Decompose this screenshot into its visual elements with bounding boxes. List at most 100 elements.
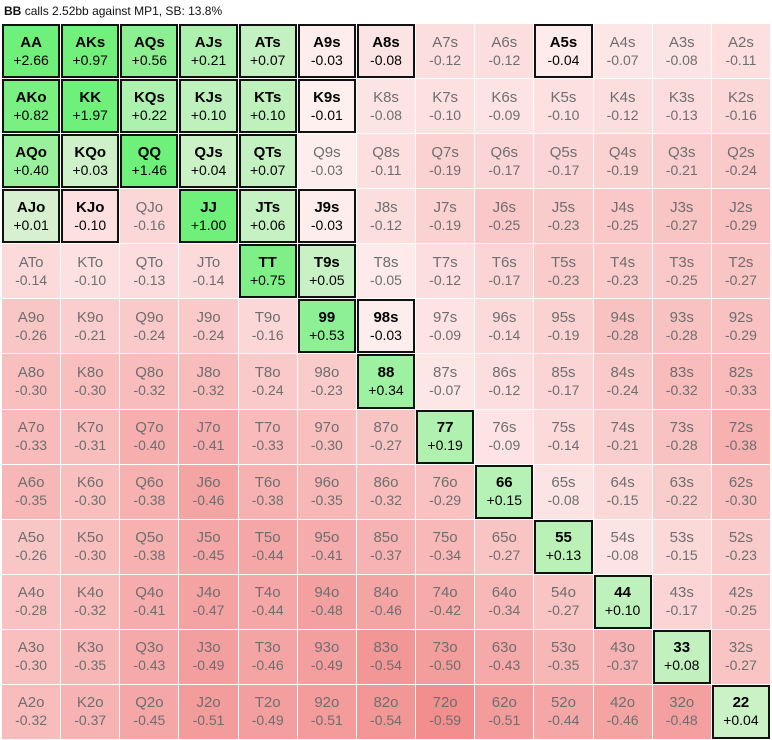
hand-cell[interactable]: A8o -0.30	[2, 354, 61, 409]
hand-cell[interactable]: 83s -0.32	[652, 354, 711, 409]
hand-cell[interactable]: 87s -0.07	[416, 354, 475, 409]
hand-cell[interactable]: 86s -0.12	[475, 354, 534, 409]
hand-cell[interactable]: T8o -0.24	[238, 354, 297, 409]
hand-cell[interactable]: 53s -0.15	[652, 519, 711, 574]
hand-cell[interactable]: QJo -0.16	[120, 189, 179, 244]
hand-cell[interactable]: A4o -0.28	[2, 574, 61, 629]
hand-cell[interactable]: A6s -0.12	[475, 24, 534, 79]
hand-cell[interactable]: 97o -0.30	[297, 409, 356, 464]
hand-cell[interactable]: A7s -0.12	[416, 24, 475, 79]
hand-cell[interactable]: 53o -0.35	[534, 629, 593, 684]
hand-cell[interactable]: 85s -0.17	[534, 354, 593, 409]
hand-cell[interactable]: K6s -0.09	[475, 79, 534, 134]
hand-cell[interactable]: A3o -0.30	[2, 629, 61, 684]
hand-cell[interactable]: ATs +0.07	[238, 24, 297, 79]
hand-cell[interactable]: Q6o -0.38	[120, 464, 179, 519]
hand-cell[interactable]: KTo -0.10	[61, 244, 120, 299]
hand-cell[interactable]: 83o -0.54	[356, 629, 416, 684]
hand-cell[interactable]: 98s -0.03	[356, 299, 416, 354]
hand-cell[interactable]: 63s -0.22	[652, 464, 711, 519]
hand-cell[interactable]: 54o -0.27	[534, 574, 593, 629]
hand-cell[interactable]: 63o -0.43	[475, 629, 534, 684]
hand-cell[interactable]: 76s -0.09	[475, 409, 534, 464]
hand-cell[interactable]: T4s -0.23	[593, 244, 652, 299]
hand-cell[interactable]: 62s -0.30	[711, 464, 770, 519]
hand-cell[interactable]: 65s -0.08	[534, 464, 593, 519]
hand-cell[interactable]: T4o -0.44	[238, 574, 297, 629]
hand-cell[interactable]: 43s -0.17	[652, 574, 711, 629]
hand-cell[interactable]: QTo -0.13	[120, 244, 179, 299]
hand-cell[interactable]: 84s -0.24	[593, 354, 652, 409]
hand-cell[interactable]: K4o -0.32	[61, 574, 120, 629]
hand-cell[interactable]: J8s -0.12	[356, 189, 416, 244]
hand-cell[interactable]: 62o -0.51	[475, 684, 534, 739]
hand-cell[interactable]: K9s -0.01	[297, 79, 356, 134]
hand-cell[interactable]: J6s -0.25	[475, 189, 534, 244]
hand-cell[interactable]: T9s +0.05	[297, 244, 356, 299]
hand-cell[interactable]: 92o -0.51	[297, 684, 356, 739]
hand-cell[interactable]: Q3s -0.21	[652, 134, 711, 189]
hand-cell[interactable]: K4s -0.12	[593, 79, 652, 134]
hand-cell[interactable]: K8s -0.08	[356, 79, 416, 134]
hand-cell[interactable]: 55 +0.13	[534, 519, 593, 574]
hand-cell[interactable]: 88 +0.34	[356, 354, 416, 409]
hand-cell[interactable]: J7s -0.19	[416, 189, 475, 244]
hand-cell[interactable]: J5o -0.45	[179, 519, 238, 574]
hand-cell[interactable]: 73s -0.28	[652, 409, 711, 464]
hand-cell[interactable]: T6o -0.38	[238, 464, 297, 519]
hand-cell[interactable]: 92s -0.29	[711, 299, 770, 354]
hand-cell[interactable]: 96s -0.14	[475, 299, 534, 354]
hand-cell[interactable]: 64o -0.34	[475, 574, 534, 629]
hand-cell[interactable]: J3o -0.49	[179, 629, 238, 684]
hand-cell[interactable]: 66 +0.15	[475, 464, 534, 519]
hand-cell[interactable]: K8o -0.30	[61, 354, 120, 409]
hand-cell[interactable]: AQs +0.56	[120, 24, 179, 79]
hand-cell[interactable]: 72s -0.38	[711, 409, 770, 464]
hand-cell[interactable]: A2o -0.32	[2, 684, 61, 739]
hand-cell[interactable]: 95o -0.41	[297, 519, 356, 574]
hand-cell[interactable]: KTs +0.10	[238, 79, 297, 134]
hand-cell[interactable]: Q5o -0.38	[120, 519, 179, 574]
hand-cell[interactable]: KQo +0.03	[61, 134, 120, 189]
hand-cell[interactable]: Q7s -0.19	[416, 134, 475, 189]
hand-cell[interactable]: A7o -0.33	[2, 409, 61, 464]
hand-cell[interactable]: T3s -0.25	[652, 244, 711, 299]
hand-cell[interactable]: A4s -0.07	[593, 24, 652, 79]
hand-cell[interactable]: 98o -0.23	[297, 354, 356, 409]
hand-cell[interactable]: A3s -0.08	[652, 24, 711, 79]
hand-cell[interactable]: 44 +0.10	[593, 574, 652, 629]
hand-cell[interactable]: A5o -0.26	[2, 519, 61, 574]
hand-cell[interactable]: K2o -0.37	[61, 684, 120, 739]
hand-cell[interactable]: 94o -0.48	[297, 574, 356, 629]
hand-cell[interactable]: 87o -0.27	[356, 409, 416, 464]
hand-cell[interactable]: T6s -0.17	[475, 244, 534, 299]
hand-cell[interactable]: A9s -0.03	[297, 24, 356, 79]
hand-cell[interactable]: J8o -0.32	[179, 354, 238, 409]
hand-cell[interactable]: 84o -0.46	[356, 574, 416, 629]
hand-cell[interactable]: KK +1.97	[61, 79, 120, 134]
hand-cell[interactable]: JTo -0.14	[179, 244, 238, 299]
hand-cell[interactable]: KJs +0.10	[179, 79, 238, 134]
hand-cell[interactable]: 32o -0.48	[652, 684, 711, 739]
hand-cell[interactable]: Q3o -0.43	[120, 629, 179, 684]
hand-cell[interactable]: J2o -0.51	[179, 684, 238, 739]
hand-cell[interactable]: 54s -0.08	[593, 519, 652, 574]
hand-cell[interactable]: T7o -0.33	[238, 409, 297, 464]
hand-cell[interactable]: 76o -0.29	[416, 464, 475, 519]
hand-cell[interactable]: AKs +0.97	[61, 24, 120, 79]
hand-cell[interactable]: 33 +0.08	[652, 629, 711, 684]
hand-cell[interactable]: AA +2.66	[2, 24, 61, 79]
hand-cell[interactable]: T2s -0.27	[711, 244, 770, 299]
hand-cell[interactable]: J7o -0.41	[179, 409, 238, 464]
hand-cell[interactable]: T3o -0.46	[238, 629, 297, 684]
hand-cell[interactable]: J4s -0.25	[593, 189, 652, 244]
hand-cell[interactable]: K3s -0.13	[652, 79, 711, 134]
hand-cell[interactable]: Q9s -0.03	[297, 134, 356, 189]
hand-cell[interactable]: T5o -0.44	[238, 519, 297, 574]
hand-cell[interactable]: K7s -0.10	[416, 79, 475, 134]
hand-cell[interactable]: T5s -0.23	[534, 244, 593, 299]
hand-cell[interactable]: 74o -0.42	[416, 574, 475, 629]
hand-cell[interactable]: J5s -0.23	[534, 189, 593, 244]
hand-cell[interactable]: A2s -0.11	[711, 24, 770, 79]
hand-cell[interactable]: 82o -0.54	[356, 684, 416, 739]
